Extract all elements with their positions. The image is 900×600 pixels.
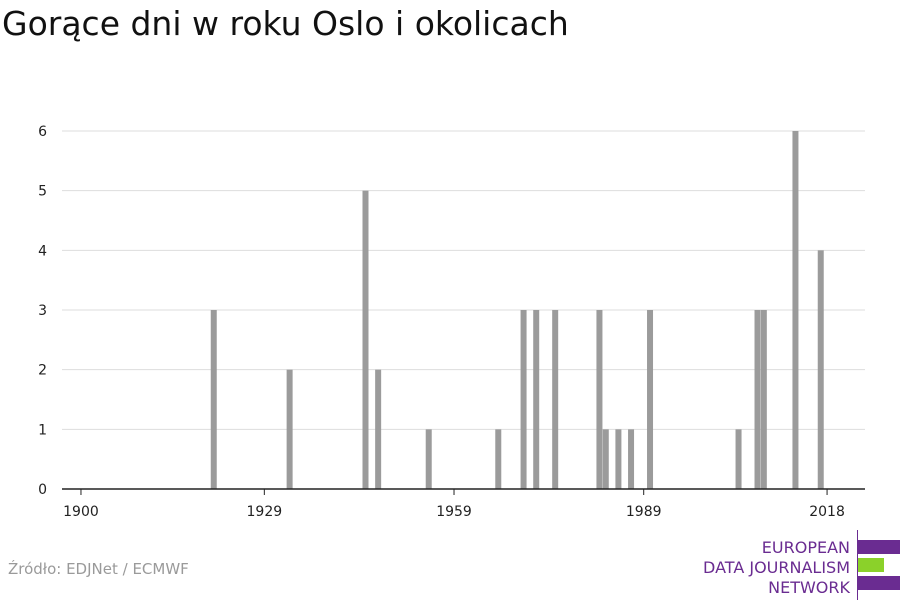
- x-tick-label: 1959: [436, 504, 472, 520]
- logo-divider: [857, 530, 858, 600]
- bar-1985: [615, 429, 622, 489]
- bar-1966: [495, 429, 502, 489]
- edjnet-logo: EUROPEAN DATA JOURNALISM NETWORK: [700, 530, 900, 600]
- gridlines: [62, 130, 865, 430]
- y-tick-label: 3: [38, 303, 47, 319]
- bar-1955: [425, 429, 432, 489]
- x-axis-ticks: 1900 1929 1959 1989 2018: [63, 489, 845, 520]
- bar-2004: [735, 429, 742, 489]
- logo-bar-bottom: [858, 576, 900, 590]
- bar-2008: [760, 310, 767, 489]
- y-tick-label: 2: [38, 363, 47, 379]
- x-tick-label: 1900: [63, 504, 99, 520]
- x-tick-label: 1989: [626, 504, 662, 520]
- bar-2007: [754, 310, 761, 489]
- logo-bar-middle: [858, 558, 884, 572]
- chart-title: Gorące dni w roku Oslo i okolicach: [2, 4, 569, 43]
- bar-1970: [520, 310, 527, 489]
- bar-1982: [596, 310, 603, 489]
- bar-1947: [375, 369, 382, 489]
- y-tick-label: 0: [38, 482, 47, 498]
- source-note: Źródło: EDJNet / ECMWF: [8, 560, 189, 578]
- bar-2013: [792, 131, 799, 489]
- bar-2017: [817, 250, 824, 489]
- logo-line-2: DATA JOURNALISM: [703, 558, 850, 577]
- bar-1921: [210, 310, 217, 489]
- bar-1975: [552, 310, 559, 489]
- y-tick-label: 4: [38, 243, 47, 259]
- y-tick-label: 5: [38, 184, 47, 200]
- y-tick-label: 6: [38, 124, 47, 140]
- y-axis-ticks: 0 1 2 3 4 5 6: [38, 124, 47, 498]
- bar-1945: [362, 190, 369, 489]
- x-tick-label: 2018: [809, 504, 845, 520]
- bar-1972: [533, 310, 540, 489]
- y-tick-label: 1: [38, 422, 47, 438]
- bars: [210, 131, 824, 489]
- logo-bar-top: [858, 540, 900, 554]
- logo-text: EUROPEAN DATA JOURNALISM NETWORK: [703, 538, 850, 598]
- bar-1990: [647, 310, 654, 489]
- logo-line-3: NETWORK: [768, 578, 850, 597]
- bar-1933: [286, 369, 293, 489]
- bar-1983: [602, 429, 609, 489]
- bar-1987: [628, 429, 635, 489]
- x-tick-label: 1929: [247, 504, 283, 520]
- logo-line-1: EUROPEAN: [761, 538, 850, 557]
